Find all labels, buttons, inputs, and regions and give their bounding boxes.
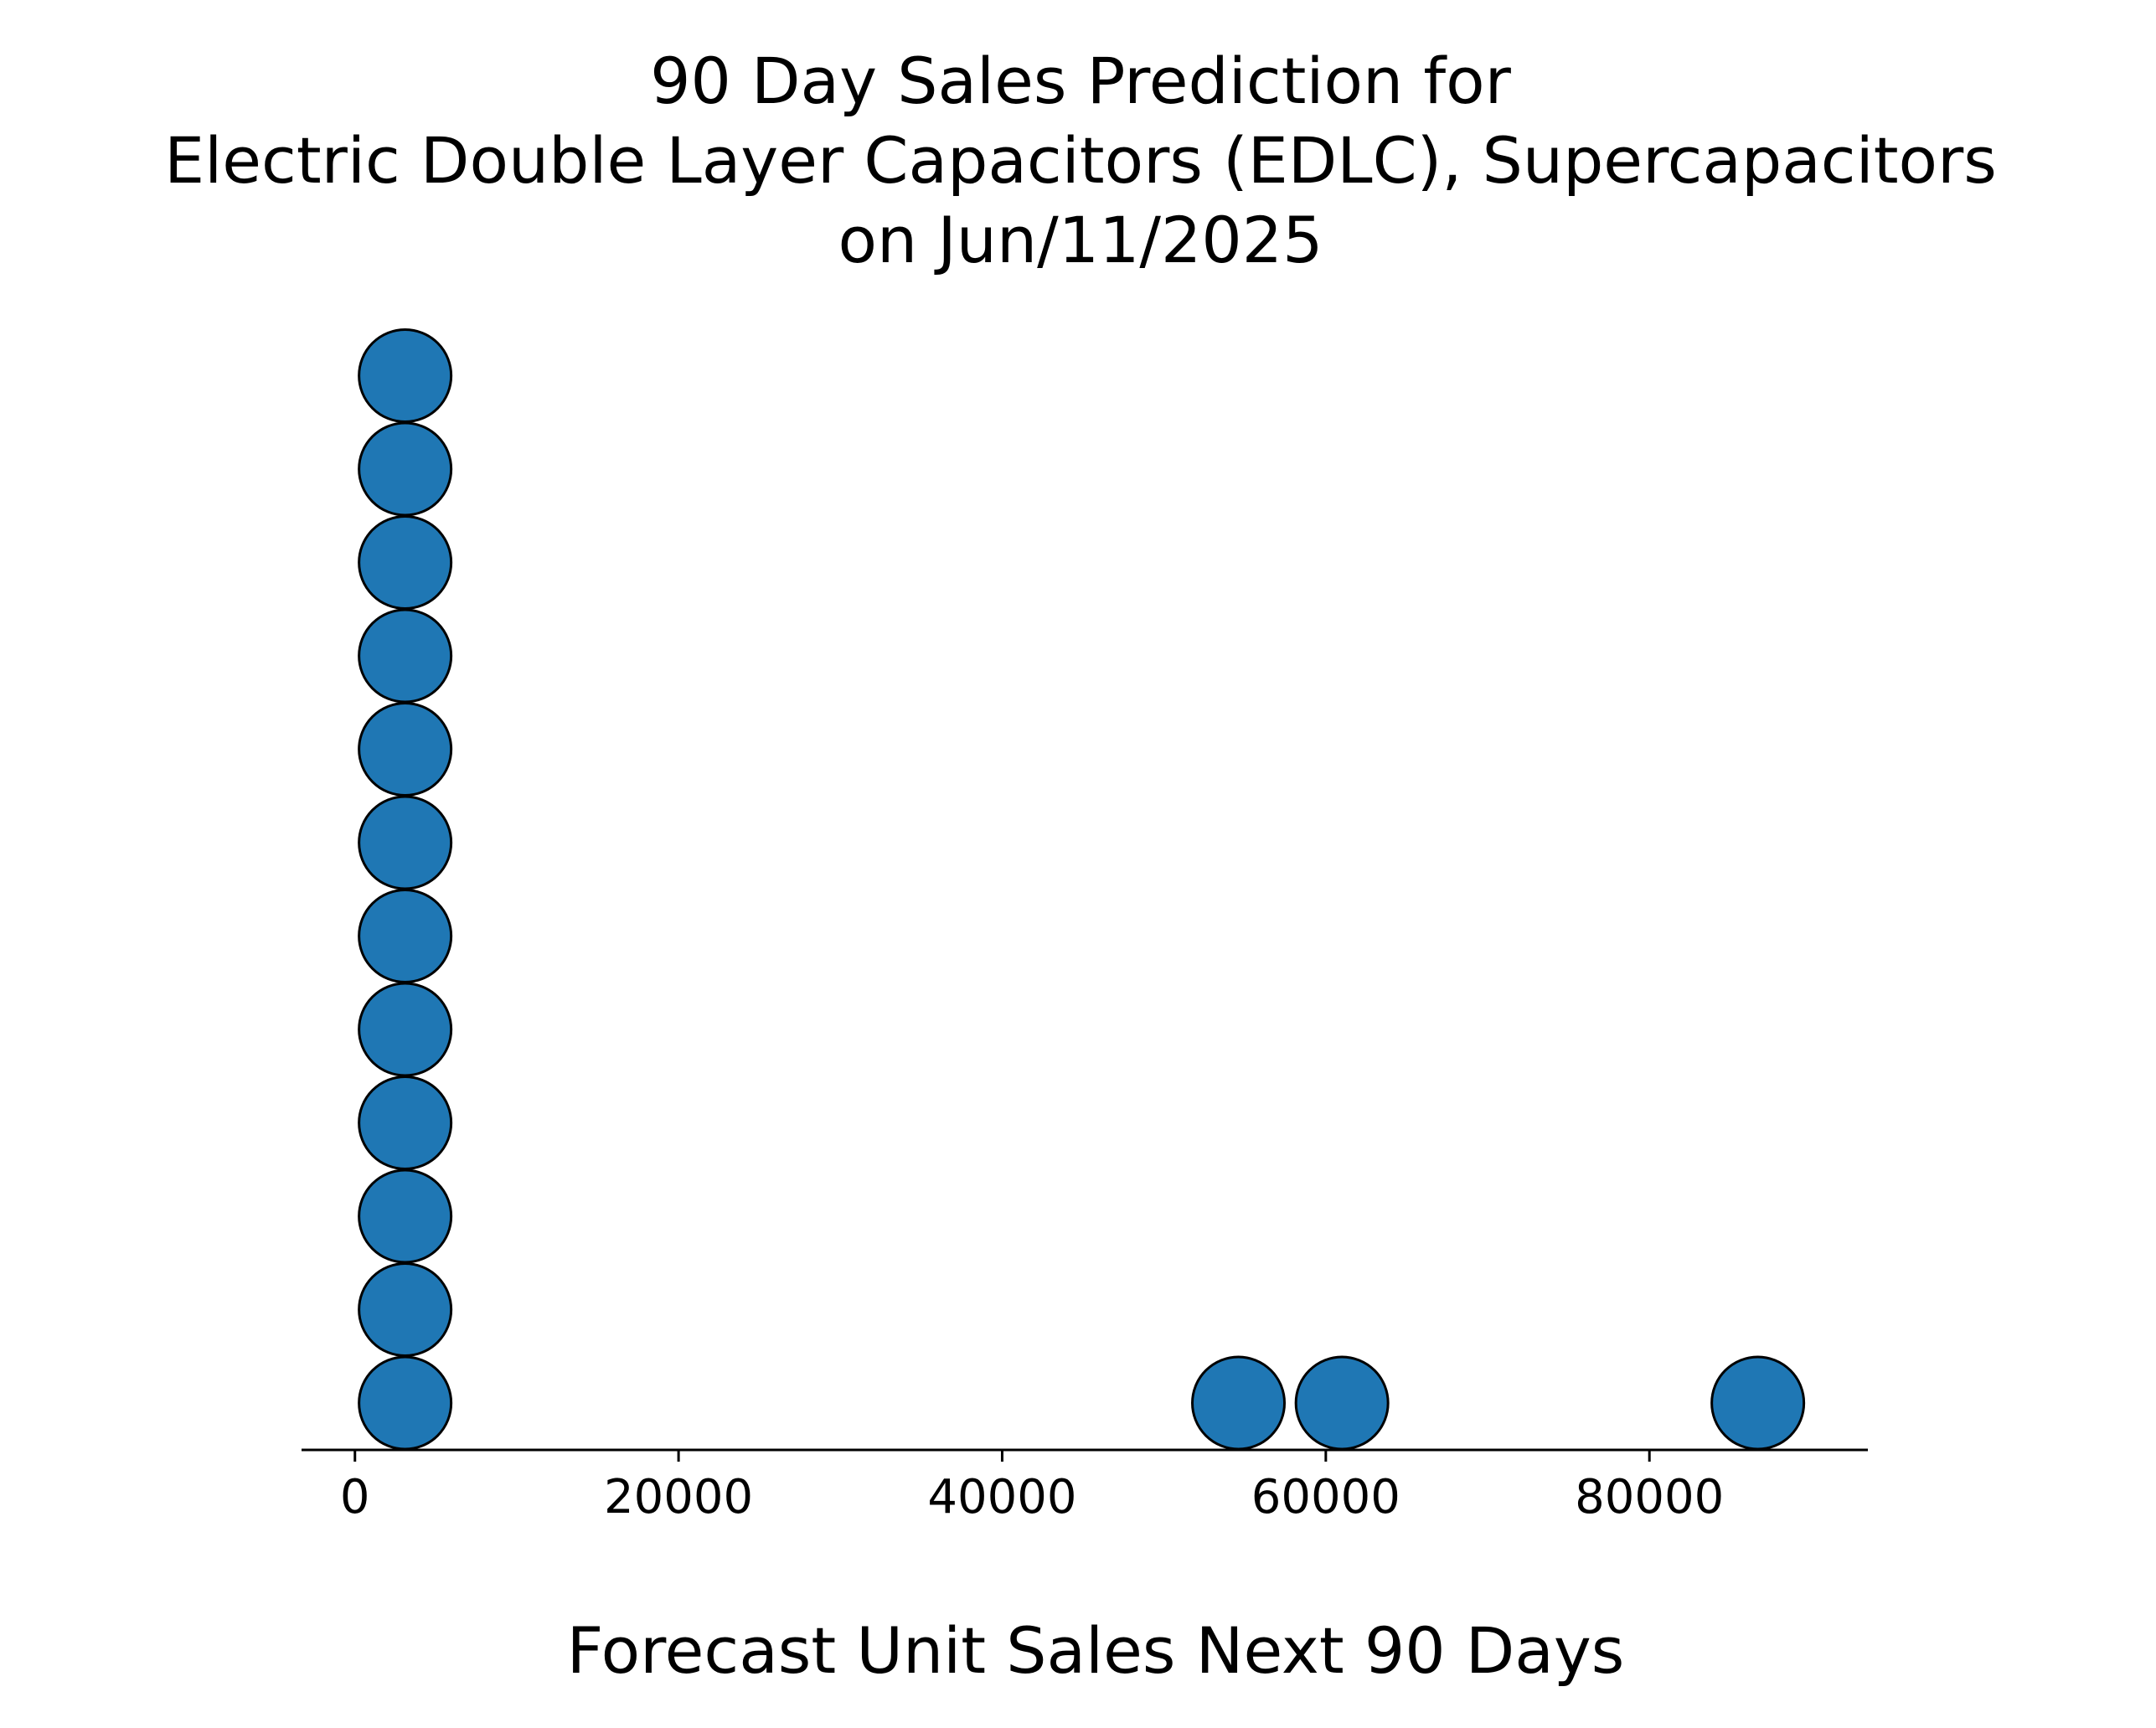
x-tick-label: 20000 bbox=[604, 1470, 753, 1524]
title-line-3: on Jun/11/2025 bbox=[838, 203, 1323, 277]
x-tick-label: 80000 bbox=[1575, 1470, 1724, 1524]
x-tick-label: 40000 bbox=[927, 1470, 1076, 1524]
x-axis: 0 20000 40000 60000 80000 bbox=[302, 1448, 1868, 1524]
data-point bbox=[358, 1262, 453, 1357]
data-point bbox=[1294, 1355, 1390, 1451]
data-point bbox=[358, 795, 453, 890]
x-tick-label: 60000 bbox=[1251, 1470, 1400, 1524]
data-point bbox=[358, 982, 453, 1077]
title-line-2: Electric Double Layer Capacitors (EDLC),… bbox=[164, 123, 1997, 198]
data-point bbox=[358, 1355, 453, 1451]
title-line-1: 90 Day Sales Prediction for bbox=[650, 44, 1511, 118]
data-point bbox=[1191, 1355, 1287, 1451]
data-point bbox=[358, 1168, 453, 1264]
x-tick-label: 0 bbox=[340, 1470, 370, 1524]
data-point bbox=[358, 1075, 453, 1170]
data-points bbox=[358, 328, 1806, 1451]
data-point bbox=[358, 608, 453, 704]
x-ticks: 0 20000 40000 60000 80000 bbox=[340, 1450, 1724, 1524]
chart-title: 90 Day Sales Prediction for Electric Dou… bbox=[164, 44, 1997, 277]
data-point bbox=[358, 328, 453, 423]
x-axis-label: Forecast Unit Sales Next 90 Days bbox=[567, 1613, 1625, 1688]
data-point bbox=[1710, 1355, 1806, 1451]
data-point bbox=[358, 702, 453, 797]
data-point bbox=[358, 515, 453, 610]
data-point bbox=[358, 889, 453, 983]
data-point bbox=[358, 421, 453, 517]
